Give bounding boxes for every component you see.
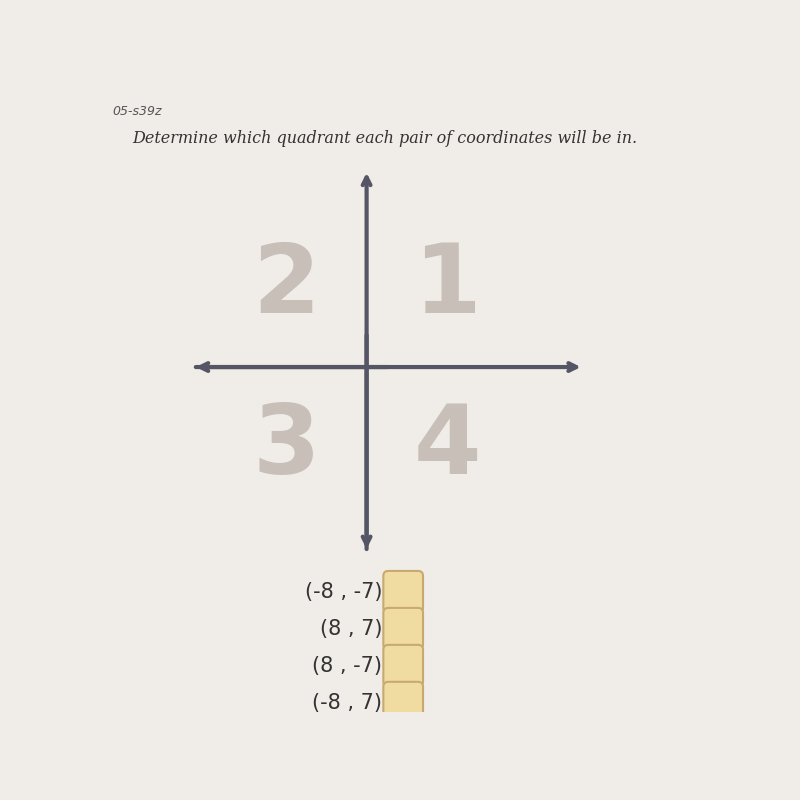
- Text: 2: 2: [252, 241, 320, 334]
- Text: (-8 , 7): (-8 , 7): [312, 693, 382, 713]
- Text: (-8 , -7): (-8 , -7): [305, 582, 382, 602]
- FancyBboxPatch shape: [383, 682, 423, 724]
- Text: Determine which quadrant each pair of coordinates will be in.: Determine which quadrant each pair of co…: [133, 130, 638, 147]
- FancyBboxPatch shape: [383, 608, 423, 650]
- Text: 05-s39z: 05-s39z: [112, 106, 162, 118]
- Text: 3: 3: [252, 401, 320, 494]
- FancyBboxPatch shape: [383, 571, 423, 613]
- Text: (8 , 7): (8 , 7): [320, 619, 382, 639]
- Text: (8 , -7): (8 , -7): [312, 656, 382, 676]
- Text: 1: 1: [414, 241, 481, 334]
- Text: 4: 4: [414, 401, 481, 494]
- FancyBboxPatch shape: [383, 645, 423, 686]
